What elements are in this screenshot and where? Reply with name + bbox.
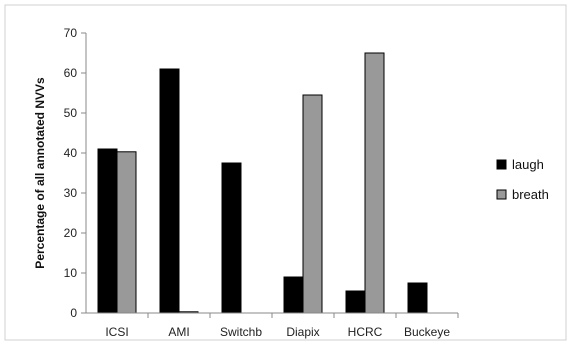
- x-tick-label: Buckeye: [404, 325, 450, 339]
- legend: laugh breath: [496, 157, 549, 202]
- bar-laugh-icsi: [97, 148, 118, 314]
- y-tick-label: 60: [64, 66, 78, 80]
- y-tick-label: 70: [64, 26, 78, 40]
- y-tick-label: 50: [64, 106, 78, 120]
- x-tick-label: Diapix: [286, 325, 319, 339]
- y-tick-label: 0: [70, 306, 77, 320]
- bar-laugh-diapix: [283, 276, 304, 314]
- bar-breath-diapix: [302, 94, 323, 314]
- y-tick-label: 40: [64, 146, 78, 160]
- legend-label-breath: breath: [512, 187, 549, 202]
- bar-laugh-switchb: [221, 162, 242, 314]
- bar-laugh-ami: [159, 68, 180, 314]
- bar-laugh-hcrc: [345, 290, 366, 314]
- x-axis-labels: ICSI AMI Switchb Diapix HCRC Buckeye: [105, 313, 459, 339]
- y-tick-label: 10: [64, 266, 78, 280]
- bar-laugh-buckeye: [407, 282, 428, 314]
- y-tick-label: 20: [64, 226, 78, 240]
- legend-swatch-breath: [496, 189, 507, 200]
- y-axis-title: Percentage of all annotated NVVs: [33, 77, 47, 269]
- x-tick-label: ICSI: [105, 325, 128, 339]
- x-tick-label: HCRC: [348, 325, 383, 339]
- bar-breath-hcrc: [364, 52, 385, 314]
- bar-breath-icsi: [116, 151, 137, 314]
- x-tick-label: AMI: [168, 325, 189, 339]
- y-tick-label: 30: [64, 186, 78, 200]
- legend-swatch-laugh: [496, 159, 507, 170]
- y-axis-ticks: 0 10 20 30 40 50 60 70: [64, 26, 86, 320]
- x-tick-label: Switchb: [220, 325, 262, 339]
- legend-label-laugh: laugh: [512, 157, 544, 172]
